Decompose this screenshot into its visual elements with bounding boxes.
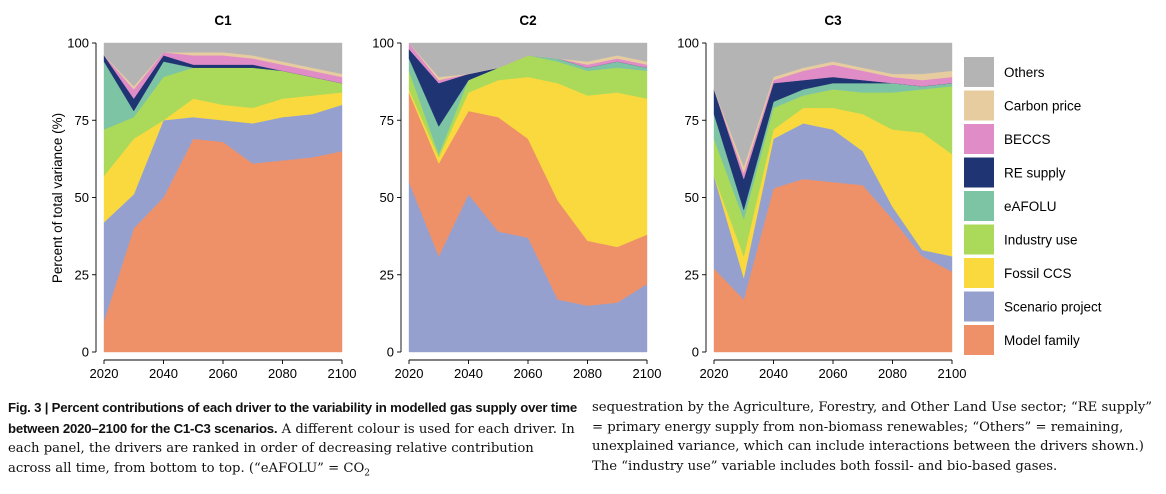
- legend-swatch: [964, 157, 994, 188]
- legend-label: Scenario project: [1004, 300, 1102, 315]
- legend-label: RE supply: [1004, 166, 1066, 181]
- legend-label: Others: [1004, 65, 1045, 80]
- y-tick-label: 0: [692, 345, 699, 360]
- y-tick-label: 25: [685, 267, 699, 282]
- x-tick-label: 2040: [454, 366, 483, 381]
- caption-subscript: 2: [364, 468, 370, 479]
- y-tick-label: 50: [75, 190, 89, 205]
- x-tick-label: 2020: [90, 366, 119, 381]
- y-tick-label: 100: [372, 36, 394, 51]
- legend-item: Model family: [964, 325, 1080, 355]
- y-tick-label: 100: [67, 36, 89, 51]
- legend-item: Scenario project: [964, 291, 1102, 322]
- legend-label: Carbon price: [1004, 99, 1081, 114]
- x-tick-label: 2100: [328, 366, 357, 381]
- x-tick-label: 2040: [759, 366, 788, 381]
- legend-swatch: [964, 90, 994, 121]
- charts-group: C1 0 25 50 75 100 2020 2040 2060 2080 2100 C2 0 25 50 7…: [67, 13, 966, 381]
- x-tick-label: 2080: [573, 366, 602, 381]
- y-tick-label: 0: [387, 345, 394, 360]
- y-tick-label: 25: [380, 267, 394, 282]
- legend-label: Fossil CCS: [1004, 266, 1072, 281]
- legend-item: Fossil CCS: [964, 258, 1072, 288]
- legend-item: Others: [964, 57, 1045, 87]
- chart-panel-C3: C3 0 25 50 75 100 2020 2040 2060 2080 2100: [677, 13, 966, 381]
- y-tick-label: 0: [82, 345, 89, 360]
- area-others: [713, 42, 953, 168]
- x-tick-label: 2020: [700, 366, 729, 381]
- x-tick-label: 2060: [209, 366, 238, 381]
- legend-label: Industry use: [1004, 233, 1078, 248]
- x-tick-label: 2100: [633, 366, 662, 381]
- legend-swatch: [964, 325, 994, 355]
- legend-swatch: [964, 291, 994, 322]
- chart-title: C3: [824, 13, 842, 28]
- legend-label: BECCS: [1004, 132, 1051, 147]
- chart-title: C2: [519, 13, 536, 28]
- y-tick-label: 50: [380, 190, 394, 205]
- legend-swatch: [964, 57, 994, 87]
- legend-swatch: [964, 124, 994, 154]
- caption-left: Fig. 3 | Percent contributions of each d…: [8, 398, 580, 478]
- chart-panel-C1: C1 0 25 50 75 100 2020 2040 2060 2080 2100: [67, 13, 356, 381]
- caption-left-text: A different colour is used for each driv…: [8, 421, 575, 476]
- legend-label: eAFOLU: [1004, 199, 1057, 214]
- y-tick-label: 75: [75, 113, 89, 128]
- legend-item: eAFOLU: [964, 191, 1057, 221]
- legend-swatch: [964, 224, 994, 255]
- figure-panel: C1 0 25 50 75 100 2020 2040 2060 2080 2100 C2 0 25 50 7…: [50, 13, 1102, 381]
- legend-item: Carbon price: [964, 90, 1081, 121]
- x-tick-label: 2080: [878, 366, 907, 381]
- legend-label: Model family: [1004, 333, 1080, 348]
- x-tick-label: 2100: [938, 366, 967, 381]
- y-tick-label: 100: [677, 36, 699, 51]
- x-tick-label: 2040: [149, 366, 178, 381]
- y-axis-label: Percent of total variance (%): [50, 113, 65, 283]
- x-tick-label: 2080: [268, 366, 297, 381]
- legend-item: RE supply: [964, 157, 1066, 188]
- y-tick-label: 75: [685, 113, 699, 128]
- area-others: [408, 42, 648, 78]
- legend: Others Carbon price BECCS RE supply eAFOLU In…: [964, 57, 1102, 355]
- x-tick-label: 2060: [819, 366, 848, 381]
- x-tick-label: 2020: [395, 366, 424, 381]
- legend-swatch: [964, 191, 994, 221]
- caption-right: sequestration by the Agriculture, Forest…: [592, 400, 1153, 474]
- legend-swatch: [964, 258, 994, 288]
- area-others: [103, 42, 343, 87]
- chart-panel-C2: C2 0 25 50 75 100 2020 2040 2060 2080 2100: [372, 13, 661, 381]
- x-tick-label: 2060: [514, 366, 543, 381]
- y-tick-label: 25: [75, 267, 89, 282]
- legend-item: Industry use: [964, 224, 1078, 255]
- legend-item: BECCS: [964, 124, 1051, 154]
- y-tick-label: 75: [380, 113, 394, 128]
- y-tick-label: 50: [685, 190, 699, 205]
- chart-title: C1: [214, 13, 232, 28]
- caption-title: Fig. 3 | Percent contributions of each d…: [8, 400, 578, 436]
